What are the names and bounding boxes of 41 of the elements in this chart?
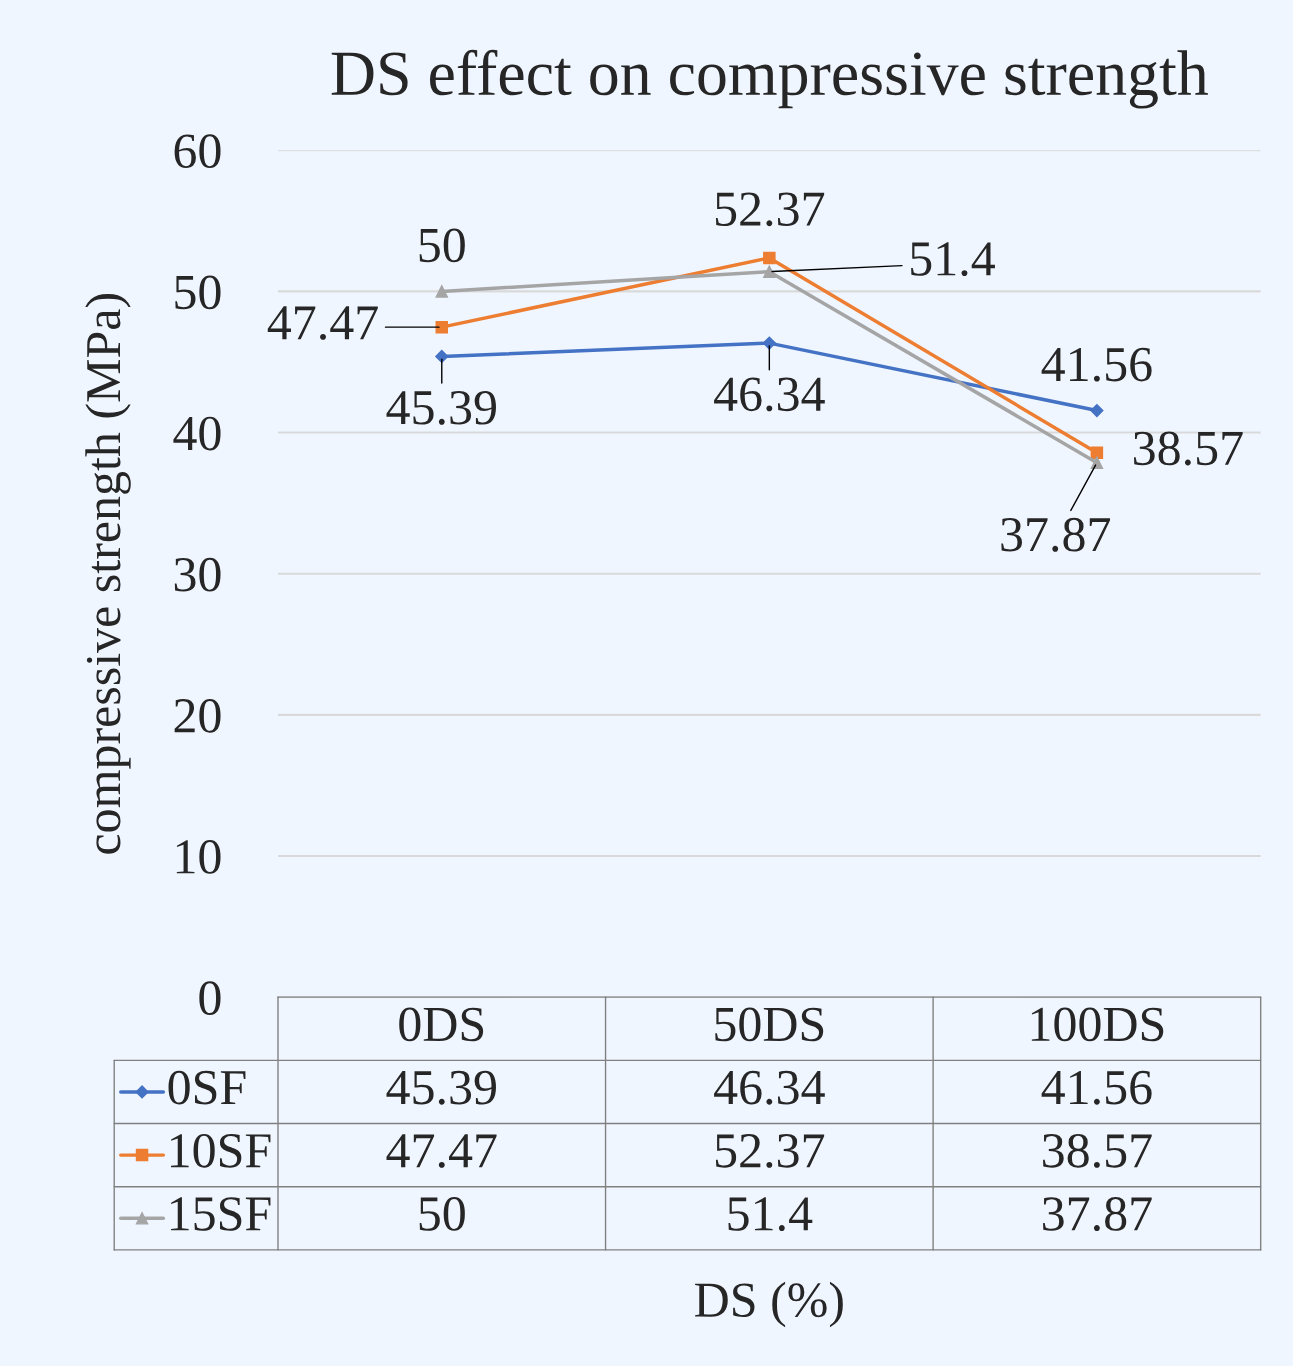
y-tick-label: 50 xyxy=(175,275,221,310)
point xyxy=(1090,456,1104,469)
point xyxy=(762,336,776,350)
point xyxy=(763,251,776,265)
data-label: 47.47 xyxy=(386,1134,497,1168)
x-tick-label: 0DS xyxy=(399,1007,484,1042)
legend-label: 10SF xyxy=(171,1133,271,1168)
y-tick-label: 30 xyxy=(174,557,221,592)
y-tick-label: 60 xyxy=(174,134,221,169)
annotation: 47.47 xyxy=(267,306,378,340)
annotation: 41.56 xyxy=(1041,347,1152,382)
point xyxy=(435,349,449,364)
annotation: 51.4 xyxy=(911,242,995,277)
data-label: 52.37 xyxy=(715,1134,825,1168)
data-label: 38.57 xyxy=(1043,1133,1152,1168)
point xyxy=(435,285,449,298)
chart-title: DS effect on compressive strength xyxy=(331,49,1208,109)
annotation: 50 xyxy=(419,228,465,263)
annotation: 45.39 xyxy=(386,390,496,425)
legend-label: 15SF xyxy=(171,1197,271,1231)
x-tick-label: 50DS xyxy=(715,1007,824,1042)
x-tick-label: 100DS xyxy=(1031,1007,1164,1042)
y-tick-label: 10 xyxy=(176,840,221,874)
annotation: 38.57 xyxy=(1134,431,1243,466)
text: DS (%) xyxy=(695,1281,843,1328)
annotation: 46.34 xyxy=(714,377,825,412)
legend-label: 0SF xyxy=(168,1070,246,1105)
data-label: 50 xyxy=(419,1197,465,1231)
y-tick-label: 20 xyxy=(174,698,221,733)
data-label: 51.4 xyxy=(728,1197,813,1232)
y-tick-label: 0 xyxy=(199,981,221,1016)
annotation: 37.87 xyxy=(1001,517,1111,552)
point xyxy=(1090,403,1104,418)
data-label: 41.56 xyxy=(1041,1070,1152,1105)
data-label: 37.87 xyxy=(1043,1197,1152,1232)
y-tick-label: 40 xyxy=(173,416,221,451)
point xyxy=(763,265,776,278)
data-label: 45.39 xyxy=(386,1070,496,1105)
y-axis-title: compressive strength (MPa) xyxy=(85,294,131,854)
data-label: 46.34 xyxy=(714,1070,825,1105)
annotation: 52.37 xyxy=(715,192,825,227)
